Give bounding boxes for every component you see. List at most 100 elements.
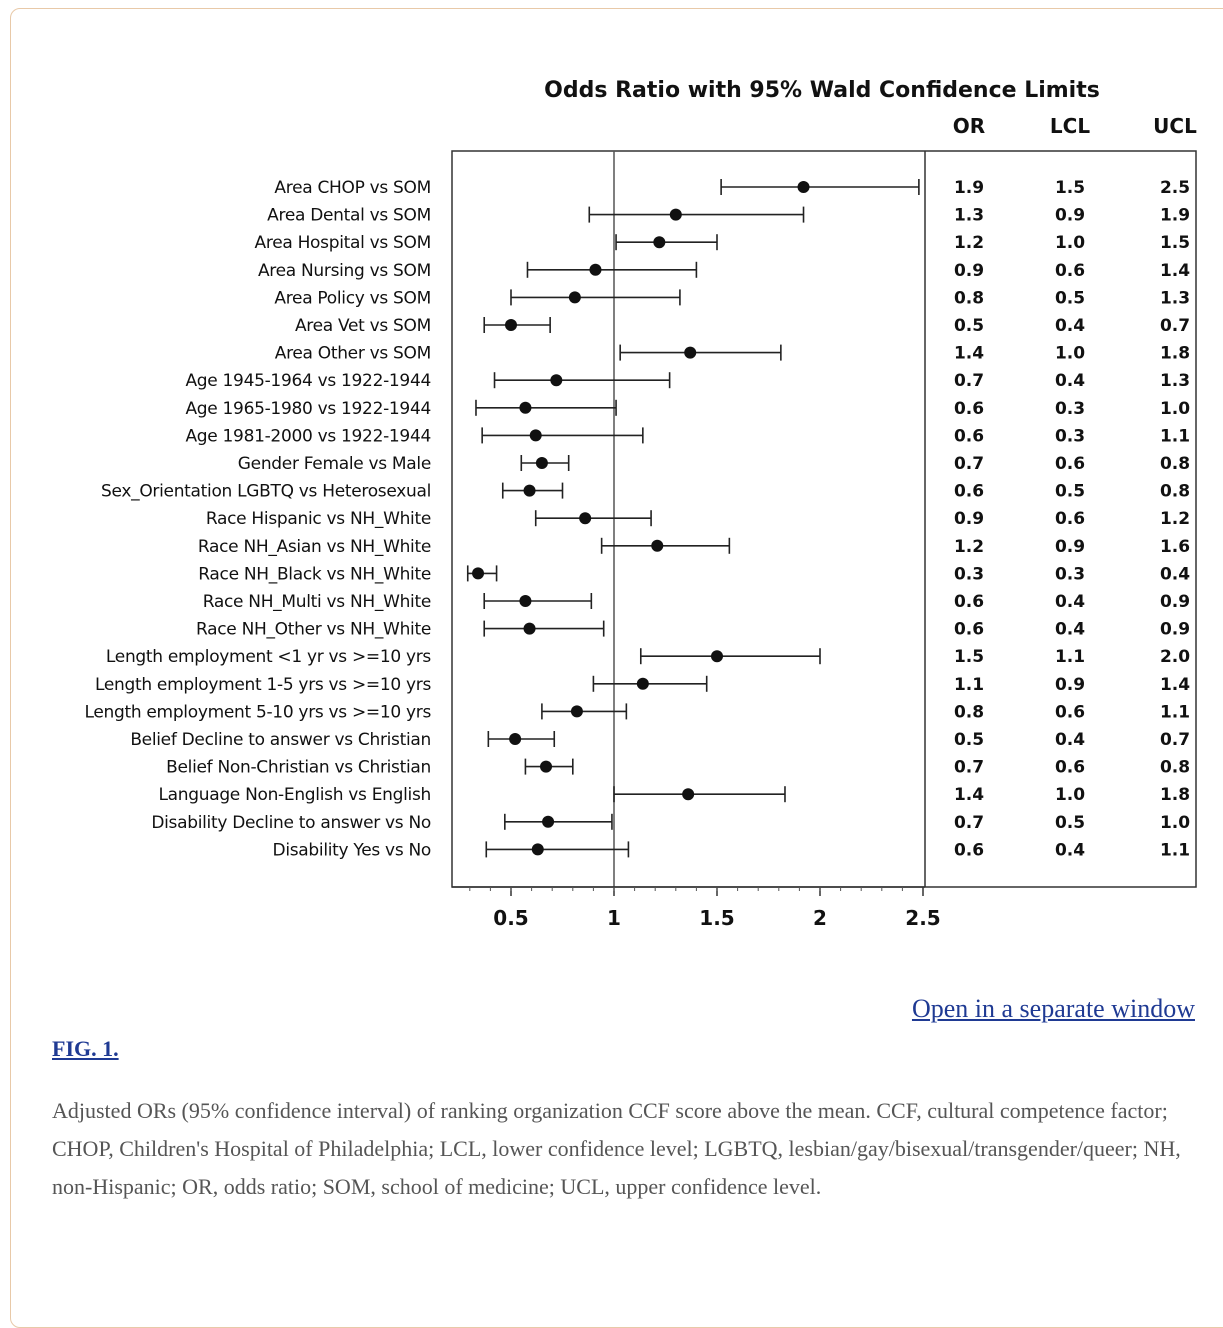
or-point xyxy=(529,429,542,442)
table-value-ucl: 1.0 xyxy=(1160,399,1190,419)
or-point xyxy=(589,263,602,276)
table-value-or: 0.6 xyxy=(954,482,984,502)
table-value-ucl: 1.9 xyxy=(1160,206,1190,226)
table-value-ucl: 1.5 xyxy=(1160,233,1190,253)
row-label: Length employment 5-10 yrs vs >=10 yrs xyxy=(84,702,431,722)
table-value-or: 0.3 xyxy=(954,564,984,584)
table-value-or: 0.9 xyxy=(954,261,984,281)
x-tick-label: 1.5 xyxy=(699,906,734,930)
table-value-lcl: 0.6 xyxy=(1055,261,1085,281)
or-point xyxy=(519,595,532,607)
table-value-ucl: 1.1 xyxy=(1160,426,1190,446)
table-value-ucl: 1.1 xyxy=(1160,840,1190,860)
open-in-window-link[interactable]: Open in a separate window xyxy=(911,994,1195,1023)
row-label: Age 1981-2000 vs 1922-1944 xyxy=(185,426,431,446)
table-value-lcl: 0.9 xyxy=(1055,675,1085,695)
row-labels: Area CHOP vs SOM Area Dental vs SOM Area H… xyxy=(84,178,431,860)
table-value-or: 0.5 xyxy=(954,730,984,750)
table-value-lcl: 0.5 xyxy=(1055,813,1085,833)
table-value-ucl: 1.3 xyxy=(1160,371,1190,391)
row-label: Area CHOP vs SOM xyxy=(274,178,431,198)
table-value-lcl: 0.6 xyxy=(1055,758,1085,778)
forest-plot: Odds Ratio with 95% Wald Confidence Limi… xyxy=(84,78,1197,930)
table-value-ucl: 0.7 xyxy=(1160,730,1190,750)
column-header-ucl: UCL xyxy=(1153,114,1197,138)
table-value-lcl: 0.6 xyxy=(1055,454,1085,474)
table-value-or: 0.9 xyxy=(954,509,984,529)
table-value-or: 0.6 xyxy=(954,592,984,612)
table-value-ucl: 1.4 xyxy=(1160,261,1190,281)
table-value-lcl: 0.4 xyxy=(1055,592,1085,612)
x-tick-label: 2 xyxy=(813,906,827,930)
or-point xyxy=(540,760,553,773)
table-value-or: 0.8 xyxy=(954,288,984,308)
table-value-ucl: 0.8 xyxy=(1160,454,1190,474)
row-label: Area Nursing vs SOM xyxy=(258,261,431,281)
table-value-or: 0.7 xyxy=(954,454,984,474)
table-value-lcl: 0.3 xyxy=(1055,399,1085,419)
table-value-lcl: 0.4 xyxy=(1055,371,1085,391)
table-value-lcl: 1.0 xyxy=(1055,233,1085,253)
row-label: Race NH_Multi vs NH_White xyxy=(203,592,431,612)
table-value-lcl: 0.6 xyxy=(1055,702,1085,722)
or-point xyxy=(797,181,810,193)
x-axis: 0.5 1 1.5 2 2.5 xyxy=(452,886,941,930)
column-header-lcl: LCL xyxy=(1050,114,1090,138)
table-value-ucl: 0.8 xyxy=(1160,758,1190,778)
row-label: Area Hospital vs SOM xyxy=(255,233,431,253)
row-label: Race Hispanic vs NH_White xyxy=(206,509,431,529)
confidence-intervals xyxy=(466,179,920,858)
table-value-or: 1.2 xyxy=(954,233,984,253)
table-value-or: 1.4 xyxy=(954,785,984,805)
table-value-or: 0.6 xyxy=(954,426,984,446)
table-value-lcl: 0.3 xyxy=(1055,564,1085,584)
or-point xyxy=(531,843,544,856)
row-label: Sex_Orientation LGBTQ vs Heterosexual xyxy=(101,482,431,502)
row-label: Race NH_Black vs NH_White xyxy=(198,564,431,584)
table-value-or: 0.7 xyxy=(954,371,984,391)
table-value-ucl: 0.7 xyxy=(1160,316,1190,336)
figure-caption: Adjusted ORs (95% confidence interval) o… xyxy=(52,1098,1181,1199)
or-point xyxy=(505,319,517,331)
table-value-lcl: 0.5 xyxy=(1055,288,1085,308)
table-value-or: 1.5 xyxy=(954,647,984,667)
table-value-lcl: 0.4 xyxy=(1055,730,1085,750)
or-point xyxy=(711,650,723,663)
table-value-ucl: 2.0 xyxy=(1160,647,1190,667)
table-value-or: 1.2 xyxy=(954,537,984,557)
table-value-or: 0.5 xyxy=(954,316,984,336)
table-value-or: 0.7 xyxy=(954,758,984,778)
row-label: Age 1945-1964 vs 1922-1944 xyxy=(185,371,431,391)
or-point xyxy=(651,539,664,552)
or-point xyxy=(535,457,548,469)
column-headers: OR LCL UCL xyxy=(953,114,1197,138)
table-value-lcl: 1.5 xyxy=(1055,178,1085,198)
table-value-lcl: 1.1 xyxy=(1055,647,1085,667)
table-value-ucl: 2.5 xyxy=(1160,178,1190,198)
table-value-lcl: 0.4 xyxy=(1055,620,1085,640)
row-label: Gender Female vs Male xyxy=(238,454,431,474)
figure-panel xyxy=(10,8,1223,1328)
row-label: Disability Yes vs No xyxy=(273,840,431,860)
table-value-lcl: 1.0 xyxy=(1055,344,1085,364)
row-label: Area Dental vs SOM xyxy=(267,206,431,226)
or-point xyxy=(653,236,666,249)
table-value-lcl: 0.6 xyxy=(1055,509,1085,529)
or-point xyxy=(519,401,532,414)
table-value-ucl: 1.1 xyxy=(1160,702,1190,722)
table-value-or: 0.7 xyxy=(954,813,984,833)
value-table: 1.9 1.5 2.5 1.3 0.9 1.9 1.2 1.0 1.5 0.9 0.6 1.4 0.8 0… xyxy=(954,178,1190,860)
table-value-lcl: 0.5 xyxy=(1055,482,1085,502)
figure-label-link[interactable]: FIG. 1. xyxy=(52,1036,119,1061)
x-tick-label: 1 xyxy=(607,906,621,930)
table-value-lcl: 0.4 xyxy=(1055,316,1085,336)
or-point xyxy=(684,346,697,359)
row-label: Race NH_Other vs NH_White xyxy=(196,620,431,640)
or-point xyxy=(636,677,649,690)
table-value-ucl: 0.9 xyxy=(1160,592,1190,612)
row-label: Race NH_Asian vs NH_White xyxy=(198,537,431,557)
or-point xyxy=(542,815,555,828)
table-value-ucl: 1.4 xyxy=(1160,675,1190,695)
or-point xyxy=(669,208,682,221)
chart-title: Odds Ratio with 95% Wald Confidence Limi… xyxy=(544,78,1100,103)
